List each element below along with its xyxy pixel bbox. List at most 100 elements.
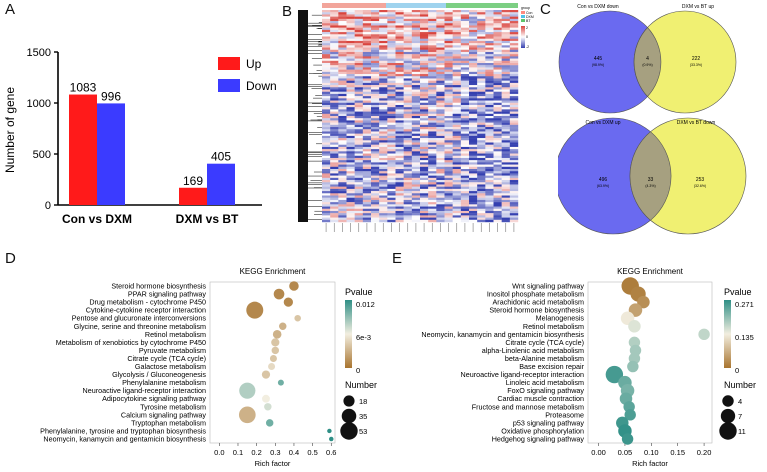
heatmap-cell (501, 27, 511, 31)
heatmap-cell (460, 65, 470, 68)
heatmap-cell (436, 32, 445, 35)
heatmap-cell (436, 107, 445, 110)
heatmap-cell (322, 65, 331, 68)
kegg-xtick-label: 0.5 (307, 448, 317, 457)
heatmap-cell (477, 89, 486, 92)
heatmap-cell (460, 74, 470, 77)
heatmap-cell (354, 160, 364, 163)
heatmap-cell (493, 21, 502, 24)
heatmap-cell (403, 25, 413, 28)
heatmap-cell (322, 144, 331, 148)
heatmap-cell (444, 173, 453, 176)
heatmap-cell (322, 47, 331, 50)
heatmap-cell (330, 25, 339, 28)
heatmap-cell (411, 12, 421, 15)
heatmap-cell (444, 102, 453, 106)
heatmap-cell (338, 58, 347, 61)
heatmap-cell (411, 109, 421, 112)
heatmap-cell (330, 210, 339, 214)
heatmap-cell (420, 47, 429, 50)
heatmap-cell (509, 197, 519, 201)
kegg-size-legend-label: 18 (359, 397, 367, 406)
heatmap-cell (379, 144, 388, 148)
kegg-pathway-label: Tryptophan metabolism (131, 418, 206, 427)
heatmap-cell (362, 45, 372, 48)
heatmap-cell (338, 213, 347, 216)
heatmap-cell (403, 186, 413, 190)
heatmap-cell (444, 12, 453, 15)
heatmap-cell (362, 29, 372, 33)
heatmap-cell (420, 45, 429, 48)
heatmap-cell (395, 193, 404, 196)
heatmap-cell (411, 153, 421, 156)
heatmap-cell (379, 74, 388, 77)
heatmap-cell (477, 109, 486, 112)
group-bar-dxm (386, 3, 446, 8)
heatmap-cell (322, 118, 331, 121)
heatmap-cell (477, 219, 486, 223)
heatmap-cell (387, 85, 396, 88)
heatmap-cell (346, 210, 355, 214)
heatmap-cell (485, 213, 494, 216)
kegg-dot (262, 394, 270, 403)
heatmap-cell (395, 191, 404, 194)
heatmap-cell (452, 100, 462, 103)
heatmap-cell (346, 153, 355, 156)
heatmap-cell (420, 193, 429, 196)
heatmap-cell (509, 202, 519, 205)
heatmap-cell (501, 116, 511, 119)
heatmap-cell (477, 27, 486, 31)
heatmap-cell (493, 80, 502, 84)
heatmap-cell (444, 76, 453, 79)
heatmap-cell (411, 71, 421, 75)
heatmap-cell (460, 113, 470, 117)
heatmap-cell (436, 27, 445, 31)
heatmap-cell (338, 182, 347, 185)
heatmap-cell (322, 169, 331, 172)
heatmap-cell (452, 102, 462, 106)
heatmap-cell (428, 82, 437, 86)
heatmap-cell (362, 49, 372, 53)
heatmap-cell (346, 164, 355, 167)
heatmap-cell (387, 54, 396, 57)
heatmap-cell (346, 40, 355, 44)
heatmap-cell (395, 82, 404, 86)
heatmap-cell (379, 63, 388, 66)
heatmap-cell (420, 164, 429, 167)
heatmap-cell (477, 146, 486, 150)
heatmap-cell (493, 182, 502, 185)
heatmap-cell (436, 210, 445, 214)
heatmap-cell (362, 51, 372, 55)
heatmap-cell (436, 118, 445, 121)
heatmap-cell (477, 155, 486, 159)
heatmap-cell (428, 127, 437, 130)
heatmap-cell (379, 195, 388, 198)
heatmap-cell (387, 87, 396, 90)
heatmap-cell (501, 208, 511, 212)
heatmap-cell (493, 69, 502, 73)
heatmap-cell (436, 89, 445, 92)
heatmap-cell (460, 175, 470, 179)
heatmap-cell (493, 173, 502, 176)
heatmap-cell (387, 96, 396, 99)
heatmap-cell (509, 51, 519, 55)
heatmap-cell (436, 100, 445, 103)
heatmap-cell (501, 78, 511, 81)
heatmap-cell (509, 219, 519, 223)
heatmap-cell (469, 107, 478, 110)
heatmap-cell (354, 56, 364, 59)
heatmap-cell (411, 89, 421, 92)
heatmap-cell (387, 215, 396, 218)
heatmap-cell (501, 197, 511, 201)
heatmap-cell (469, 100, 478, 103)
heatmap-cell (387, 65, 396, 68)
heatmap-cell (420, 171, 429, 174)
heatmap-cell (509, 58, 519, 61)
heatmap-cell (338, 199, 347, 203)
heatmap-cell (420, 12, 429, 15)
heatmap-cell (501, 102, 511, 106)
heatmap-cell (444, 155, 453, 159)
heatmap-cell (354, 169, 364, 172)
heatmap-cell (460, 206, 470, 209)
heatmap-cell (403, 54, 413, 57)
